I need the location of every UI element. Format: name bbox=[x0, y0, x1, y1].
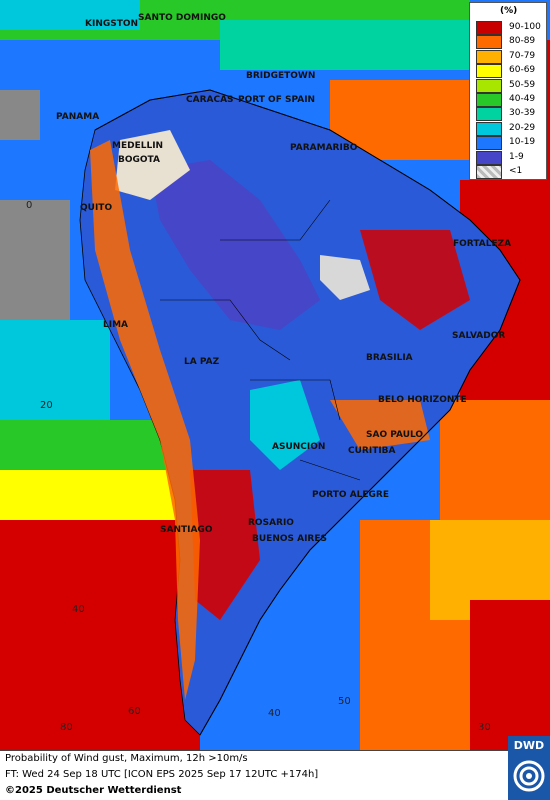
legend-swatch bbox=[476, 21, 502, 35]
grid-label-lon-50: 50 bbox=[338, 696, 351, 707]
grid-label-lon-30: 30 bbox=[478, 722, 491, 733]
legend-swatch bbox=[476, 136, 502, 151]
legend-item: 80-89 bbox=[476, 35, 546, 50]
dwd-logo: DWD bbox=[508, 736, 550, 800]
city-medellin: MEDELLIN bbox=[112, 141, 163, 151]
city-porto-alegre: PORTO ALEGRE bbox=[312, 490, 389, 500]
city-buenos-aires: BUENOS AIRES bbox=[252, 534, 327, 544]
legend-swatch bbox=[476, 64, 502, 79]
legend-swatch bbox=[476, 49, 502, 64]
grid-label-lon-60: 60 bbox=[128, 706, 141, 717]
legend-swatch bbox=[476, 165, 502, 179]
legend-item: 20-29 bbox=[476, 121, 546, 136]
grid-label-lat-40: 40 bbox=[72, 604, 85, 615]
field-amazon-low bbox=[150, 160, 320, 330]
legend-item: 30-39 bbox=[476, 107, 546, 122]
caption-copyright: ©2025 Deutscher Wetterdienst bbox=[5, 785, 182, 796]
coastline bbox=[94, 89, 521, 736]
grid-label-lon-40: 40 bbox=[268, 708, 281, 719]
city-panama: PANAMA bbox=[56, 112, 99, 122]
legend-item: 60-69 bbox=[476, 64, 546, 79]
city-santo-domingo: SANTO DOMINGO bbox=[138, 13, 226, 23]
legend-swatch bbox=[476, 121, 502, 136]
city-quito: QUITO bbox=[80, 203, 112, 213]
field-chaco-cyan bbox=[250, 380, 320, 470]
city-bridgetown: BRIDGETOWN bbox=[246, 71, 315, 81]
city-sao-paulo: SAO PAULO bbox=[366, 430, 423, 440]
city-curitiba: CURITIBA bbox=[348, 446, 396, 456]
dwd-swirl-icon bbox=[513, 760, 545, 792]
probability-map: 0 20 40 80 60 50 30 40 KINGSTON SANTO DO… bbox=[0, 0, 550, 750]
legend-label: 30-39 bbox=[509, 108, 536, 119]
city-fortaleza: FORTALEZA bbox=[453, 239, 511, 249]
legend-item: 1-9 bbox=[476, 150, 546, 165]
legend-label: 90-100 bbox=[509, 22, 541, 32]
city-belo-horizonte: BELO HORIZONTE bbox=[378, 395, 467, 405]
field-amazon-lt1 bbox=[320, 255, 370, 300]
caption-product: Probability of Wind gust, Maximum, 12h >… bbox=[5, 753, 248, 764]
legend-item: 70-79 bbox=[476, 49, 546, 64]
legend-label: 70-79 bbox=[509, 50, 536, 61]
legend-swatch bbox=[476, 150, 502, 165]
legend-swatch bbox=[476, 93, 502, 107]
city-santiago: SANTIAGO bbox=[160, 525, 213, 535]
legend-label: 20-29 bbox=[509, 122, 536, 133]
legend-label: <1 bbox=[509, 166, 523, 176]
city-brasilia: BRASILIA bbox=[366, 353, 413, 363]
legend-label: 1-9 bbox=[509, 151, 524, 162]
field-atlantic-orange bbox=[440, 400, 550, 520]
field-caribbean-west bbox=[0, 0, 140, 30]
field-argentina-red bbox=[190, 470, 260, 620]
legend-swatch bbox=[476, 35, 502, 50]
legend-title: (%) bbox=[500, 6, 518, 16]
legend-swatch bbox=[476, 78, 502, 93]
grid-label-lon-80: 80 bbox=[60, 722, 73, 733]
legend-item: 90-100 bbox=[476, 21, 546, 35]
legend-label: 40-49 bbox=[509, 94, 536, 104]
city-caracas: CARACAS bbox=[186, 95, 234, 105]
city-la-paz: LA PAZ bbox=[184, 357, 220, 367]
city-paramaribo: PARAMARIBO bbox=[290, 143, 358, 153]
dwd-logo-text: DWD bbox=[513, 739, 545, 752]
legend-item: 50-59 bbox=[476, 78, 546, 93]
field-ne-brazil-red bbox=[360, 230, 470, 330]
legend-label: 60-69 bbox=[509, 65, 536, 76]
legend-label: 50-59 bbox=[509, 79, 536, 90]
field-andes-lt1 bbox=[115, 130, 190, 200]
city-salvador: SALVADOR bbox=[452, 331, 505, 341]
field-andes-ridge bbox=[90, 140, 200, 700]
city-rosario: ROSARIO bbox=[248, 518, 294, 528]
legend-item: 10-19 bbox=[476, 136, 546, 151]
city-kingston: KINGSTON bbox=[85, 19, 138, 29]
legend-swatch bbox=[476, 107, 502, 122]
city-lima: LIMA bbox=[103, 320, 128, 330]
legend-label: 10-19 bbox=[509, 137, 536, 148]
legend-item: 40-49 bbox=[476, 93, 546, 107]
field-pacific-grey-1 bbox=[0, 90, 40, 140]
caption-forecast-time: FT: Wed 24 Sep 18 UTC [ICON EPS 2025 Sep… bbox=[5, 769, 319, 780]
caption-panel: Probability of Wind gust, Maximum, 12h >… bbox=[0, 750, 550, 800]
field-se-brazil-orange bbox=[330, 400, 430, 450]
city-asuncion: ASUNCION bbox=[272, 442, 325, 452]
field-pacific-grey-2 bbox=[0, 200, 70, 320]
legend-item: <1 bbox=[476, 165, 546, 179]
country-borders bbox=[160, 199, 361, 481]
legend: (%) 90-100 80-89 70-79 60-69 50-59 40-49 30-39… bbox=[469, 2, 547, 180]
field-south-atlantic-red bbox=[470, 600, 550, 750]
city-bogota: BOGOTA bbox=[118, 155, 160, 165]
city-port-of-spain: PORT OF SPAIN bbox=[238, 95, 315, 105]
grid-label-lat-0: 0 bbox=[26, 200, 32, 211]
grid-label-lat-20: 20 bbox=[40, 400, 53, 411]
legend-label: 80-89 bbox=[509, 36, 536, 47]
field-east-caribbean bbox=[220, 20, 470, 70]
field-south-pacific-red bbox=[0, 520, 200, 750]
